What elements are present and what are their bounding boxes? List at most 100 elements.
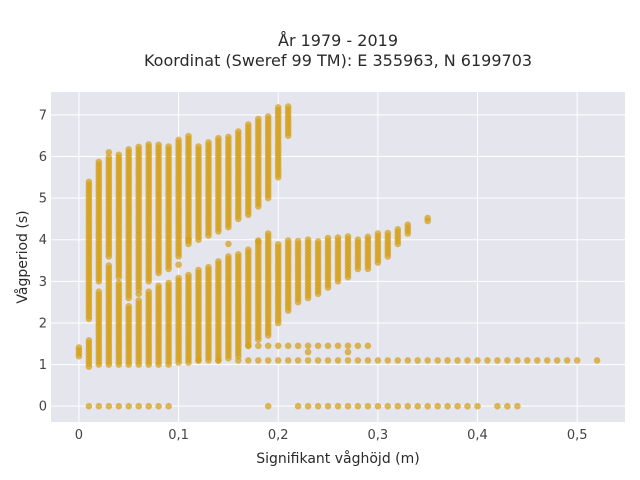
data-point bbox=[105, 402, 113, 410]
data-point bbox=[274, 241, 282, 248]
y-tick-label: 5 bbox=[39, 192, 47, 207]
x-tick-label: 0,3 bbox=[368, 428, 389, 443]
data-point bbox=[394, 402, 402, 410]
data-point bbox=[145, 288, 152, 296]
x-tick-labels: 0 0,1 0,2 0,3 0,4 0,5 bbox=[75, 428, 588, 443]
data-point bbox=[294, 357, 302, 364]
data-point bbox=[544, 357, 551, 364]
data-point bbox=[444, 357, 451, 364]
data-point bbox=[364, 357, 372, 364]
data-point bbox=[553, 357, 561, 364]
data-point bbox=[414, 357, 422, 364]
data-point bbox=[384, 357, 392, 364]
data-point bbox=[434, 357, 442, 364]
data-point bbox=[454, 402, 461, 410]
data-point bbox=[215, 258, 222, 265]
data-point bbox=[115, 279, 123, 287]
data-point bbox=[185, 132, 192, 140]
data-point bbox=[245, 357, 252, 364]
data-point bbox=[304, 357, 312, 364]
data-point bbox=[394, 226, 402, 233]
data-point bbox=[504, 357, 511, 364]
data-point bbox=[334, 402, 342, 410]
data-point bbox=[145, 402, 152, 410]
data-point bbox=[354, 236, 362, 243]
data-point bbox=[254, 357, 262, 364]
data-point bbox=[464, 402, 471, 410]
data-point bbox=[284, 342, 292, 350]
x-tick-label: 0,2 bbox=[268, 428, 289, 443]
data-point bbox=[344, 348, 352, 356]
y-tick-label: 7 bbox=[39, 108, 47, 123]
data-point bbox=[484, 357, 491, 364]
data-point bbox=[245, 342, 252, 350]
y-tick-labels: 0 1 2 3 4 5 6 7 bbox=[39, 108, 47, 414]
data-point bbox=[115, 402, 123, 410]
data-point bbox=[364, 342, 372, 350]
data-point bbox=[135, 402, 142, 410]
data-point bbox=[424, 214, 432, 222]
data-point bbox=[254, 342, 262, 350]
data-point bbox=[563, 357, 571, 364]
data-point bbox=[454, 357, 461, 364]
data-point bbox=[274, 342, 282, 350]
data-point bbox=[264, 342, 272, 350]
chart-title: År 1979 - 2019 bbox=[278, 31, 398, 50]
data-point bbox=[324, 342, 332, 350]
data-point bbox=[334, 342, 342, 350]
y-axis-title: Vågperiod (s) bbox=[14, 210, 31, 303]
data-point bbox=[125, 146, 132, 153]
data-point bbox=[274, 357, 282, 364]
data-point bbox=[254, 115, 262, 123]
chart-subtitle: Koordinat (Sweref 99 TM): E 355963, N 61… bbox=[144, 51, 532, 70]
data-point bbox=[354, 357, 362, 364]
data-point bbox=[374, 402, 382, 410]
data-point bbox=[155, 282, 162, 290]
data-point bbox=[344, 342, 352, 350]
data-point bbox=[374, 357, 382, 364]
data-point bbox=[225, 133, 232, 141]
data-point bbox=[314, 342, 322, 350]
data-point bbox=[274, 104, 282, 111]
data-point bbox=[384, 402, 392, 410]
data-point bbox=[235, 128, 242, 135]
data-point bbox=[344, 233, 352, 240]
data-points bbox=[75, 103, 601, 410]
data-point bbox=[304, 342, 312, 350]
data-point bbox=[85, 402, 93, 410]
data-point bbox=[95, 288, 103, 296]
data-point bbox=[115, 151, 123, 159]
data-point bbox=[304, 348, 312, 356]
data-point bbox=[434, 402, 442, 410]
y-tick-label: 3 bbox=[39, 275, 47, 290]
data-point bbox=[95, 158, 103, 166]
x-axis-title: Signifikant våghöjd (m) bbox=[256, 450, 419, 467]
data-point bbox=[364, 402, 372, 410]
data-point bbox=[264, 113, 272, 120]
data-point bbox=[394, 357, 402, 364]
data-point bbox=[235, 251, 242, 258]
data-point bbox=[514, 357, 521, 364]
data-point bbox=[175, 274, 182, 282]
data-point bbox=[284, 237, 292, 244]
data-point bbox=[294, 237, 302, 245]
data-point bbox=[374, 230, 382, 237]
data-point bbox=[125, 303, 132, 310]
data-point bbox=[464, 357, 471, 364]
data-point bbox=[135, 297, 142, 304]
data-point bbox=[195, 266, 202, 274]
data-point bbox=[205, 139, 212, 146]
data-point bbox=[354, 402, 362, 410]
data-point bbox=[225, 240, 232, 248]
data-point bbox=[264, 230, 272, 237]
data-point bbox=[324, 234, 332, 242]
data-point bbox=[145, 141, 152, 148]
y-tick-label: 0 bbox=[39, 400, 47, 415]
data-point bbox=[494, 402, 501, 410]
data-point bbox=[235, 357, 242, 364]
data-point bbox=[105, 154, 113, 161]
data-point bbox=[573, 357, 581, 364]
data-point bbox=[424, 402, 432, 410]
x-tick-label: 0,1 bbox=[168, 428, 189, 443]
